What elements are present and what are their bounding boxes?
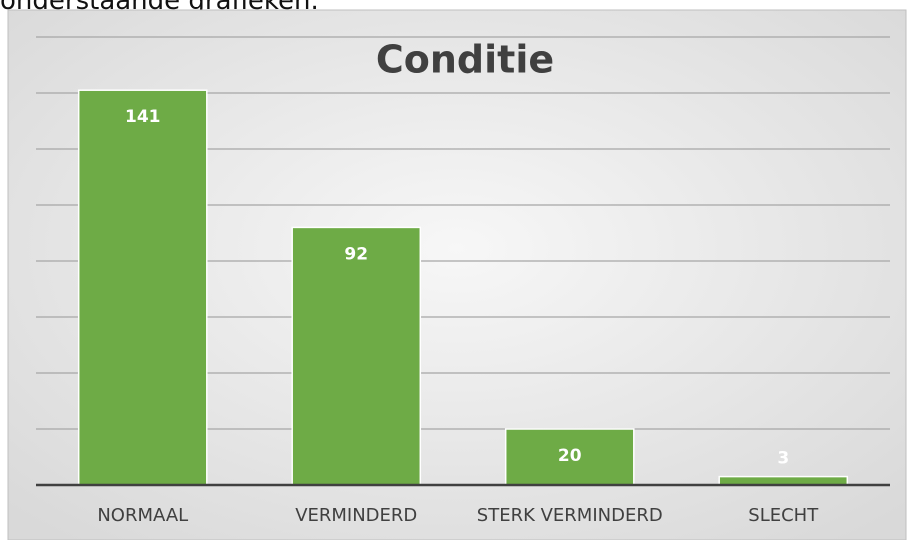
bar <box>77 89 208 486</box>
chart-title: Conditie <box>376 38 554 82</box>
data-label: 92 <box>344 244 368 264</box>
data-label: 20 <box>558 446 582 466</box>
bar <box>504 428 635 486</box>
data-label: 141 <box>125 107 161 127</box>
bar <box>291 226 422 486</box>
x-tick-label: STERK VERMINDERD <box>477 505 663 526</box>
x-tick-label: SLECHT <box>748 505 819 526</box>
x-tick-label: VERMINDERD <box>295 505 417 526</box>
x-tick-label: NORMAAL <box>97 505 188 526</box>
bar <box>718 475 849 486</box>
data-label: 3 <box>777 449 789 469</box>
